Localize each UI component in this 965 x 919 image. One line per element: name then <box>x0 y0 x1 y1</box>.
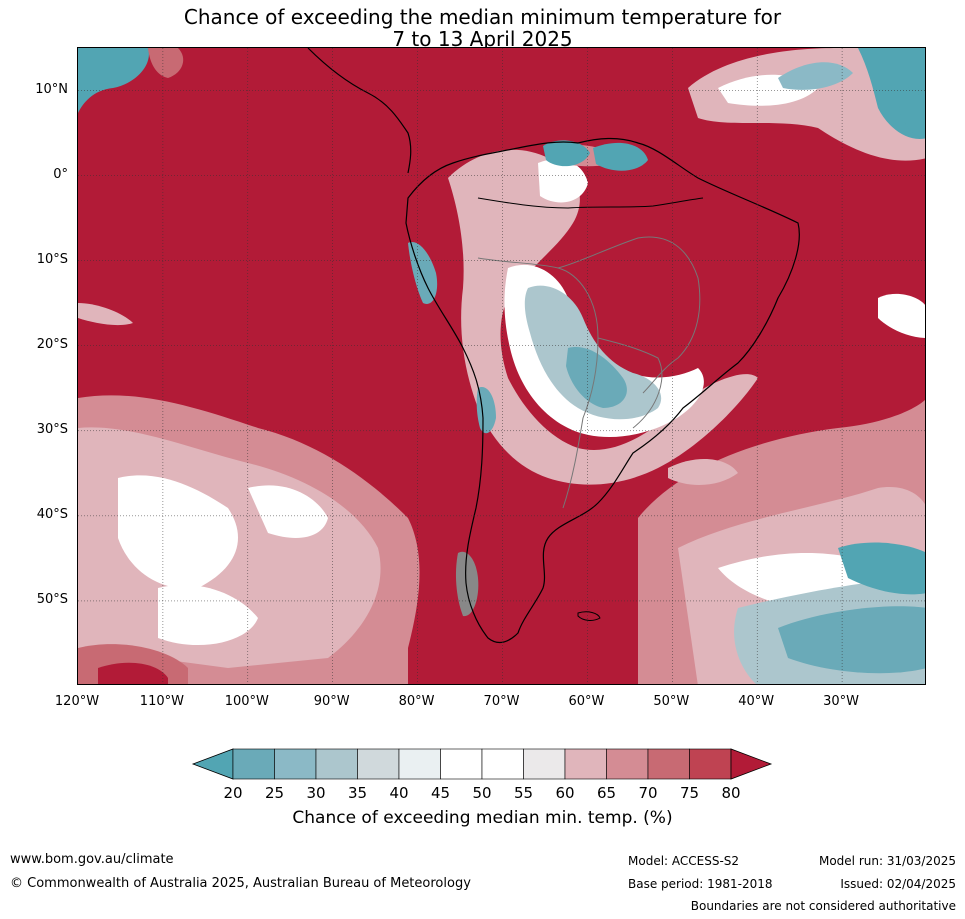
sa-blue-core <box>566 347 627 408</box>
latitude-label: 50°S <box>36 591 68 607</box>
longitude-label: 30°W <box>823 694 860 709</box>
disclaimer-text: Boundaries are not considered authoritat… <box>690 899 956 913</box>
central-america-outline <box>307 48 412 174</box>
sw-pacific-white-1 <box>118 475 238 589</box>
model-text: Model: ACCESS-S2 <box>628 854 740 868</box>
colorbar-tick-label: 60 <box>555 784 575 802</box>
colorbar-tick-label: 20 <box>223 784 243 802</box>
colorbar-cell <box>398 748 441 780</box>
colorbar-cell <box>481 748 524 780</box>
base-period-text: Base period: 1981-2018 <box>628 877 773 891</box>
website-text: www.bom.gov.au/climate <box>10 852 174 867</box>
map-title-line1: Chance of exceeding the median minimum t… <box>183 5 782 29</box>
colorbar-tick-label: 25 <box>264 784 285 802</box>
longitude-label: 100°W <box>224 694 269 709</box>
amazon-teal-2 <box>593 142 648 171</box>
colorbar-cell <box>606 748 649 780</box>
colorbar-tick-label: 30 <box>306 784 326 802</box>
longitude-label: 90°W <box>313 694 350 709</box>
colorbar-label: Chance of exceeding median min. temp. (%… <box>292 808 673 828</box>
forecast-map <box>77 47 926 685</box>
sa-pink-band <box>448 149 758 485</box>
colorbar-high-arrow <box>730 748 773 780</box>
latitude-label: 0° <box>53 166 68 182</box>
country-borders-south <box>597 337 663 429</box>
latitude-label: 40°S <box>36 506 68 522</box>
chile-coast-blue <box>476 387 496 434</box>
colorbar-low-arrow <box>191 748 234 780</box>
colorbar-tick-label: 40 <box>389 784 409 802</box>
colorbar-tick-label: 65 <box>596 784 617 802</box>
longitude-label: 50°W <box>653 694 690 709</box>
colorbar-tick-label: 75 <box>679 784 700 802</box>
longitude-label: 120°W <box>54 694 100 709</box>
amazon-teal-1 <box>543 140 590 167</box>
ne-atlantic-light <box>688 48 925 161</box>
longitude-label: 110°W <box>139 694 184 709</box>
s-atlantic-patch <box>668 458 738 485</box>
latitude-label: 30°S <box>36 421 68 437</box>
colorbar <box>191 748 773 780</box>
model-run-text: Model run: 31/03/2025 <box>818 854 956 868</box>
longitude-label: 70°W <box>483 694 520 709</box>
latitude-label: 10°S <box>36 251 68 267</box>
colorbar-cell <box>440 748 483 780</box>
latitude-label: 10°N <box>35 81 68 97</box>
patagonia-grey <box>455 551 479 617</box>
colorbar-cell <box>523 748 566 780</box>
sw-pacific-white-2 <box>248 485 328 538</box>
colorbar-tick-label: 80 <box>721 784 741 802</box>
colorbar-cell <box>274 748 317 780</box>
east-pacific-patch <box>78 303 133 326</box>
nw-teal-region <box>78 48 149 113</box>
colorbar-tick-label: 45 <box>430 784 451 802</box>
s-atlantic-blue <box>778 606 925 674</box>
sw-pacific-white-3 <box>158 584 258 646</box>
longitude-label: 80°W <box>398 694 435 709</box>
ne-atlantic-teal-2 <box>898 87 925 139</box>
longitude-label: 40°W <box>738 694 775 709</box>
colorbar-cell <box>357 748 400 780</box>
colorbar-cell <box>689 748 732 780</box>
south-america-outline <box>405 137 800 644</box>
map-title-line2: 7 to 13 April 2025 <box>392 27 573 51</box>
nw-pink <box>148 48 184 78</box>
map-canvas <box>78 48 925 684</box>
colorbar-cell <box>647 748 690 780</box>
falklands-outline <box>577 611 601 621</box>
issued-text: Issued: 02/04/2025 <box>840 877 956 891</box>
sa-north-white <box>538 159 588 203</box>
e-atlantic-white <box>878 293 925 338</box>
colorbar-tick-label: 70 <box>638 784 658 802</box>
sw-pacific-dark <box>98 662 168 684</box>
colorbar-tick-label: 50 <box>472 784 492 802</box>
colorbar-cell <box>564 748 607 780</box>
amazon-river <box>477 197 704 209</box>
latitude-label: 20°S <box>36 336 68 352</box>
colorbar-tick-label: 55 <box>513 784 534 802</box>
ne-atlantic-blue-1 <box>778 62 853 90</box>
colorbar-cell <box>232 748 275 780</box>
map-gridlines <box>78 48 925 684</box>
copyright-text: © Commonwealth of Australia 2025, Austra… <box>10 876 471 891</box>
colorbar-cell <box>315 748 358 780</box>
country-borders-central <box>557 236 701 394</box>
longitude-label: 60°W <box>568 694 605 709</box>
colorbar-tick-label: 35 <box>347 784 368 802</box>
s-atlantic-teal <box>838 542 925 595</box>
